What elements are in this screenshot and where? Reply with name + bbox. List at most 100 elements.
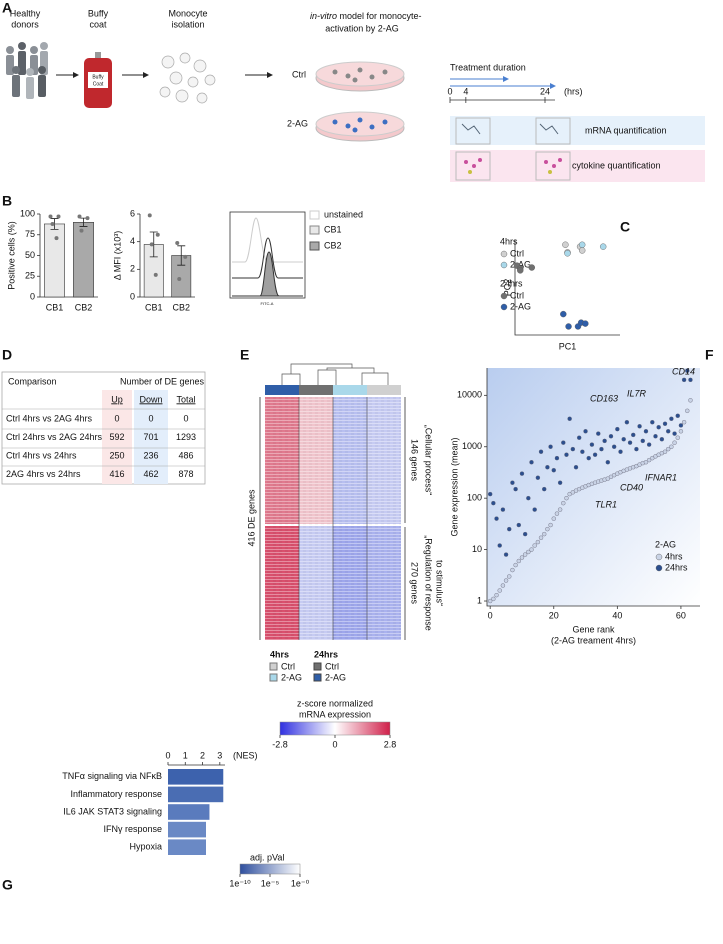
heatmap: 416 DE genes 146 genes „Cellular process…	[246, 363, 445, 640]
legend-label: 4hrs	[665, 551, 683, 561]
data-point	[85, 216, 90, 221]
legend-label: 2-AG	[510, 259, 531, 269]
data-point	[675, 435, 680, 440]
legend-title: 4hrs	[270, 649, 289, 659]
data-point	[582, 320, 589, 327]
data-point	[672, 431, 677, 436]
data-point	[538, 535, 544, 540]
data-point	[500, 583, 506, 588]
tick-label: 1e⁻⁵	[261, 878, 280, 888]
step-label: Healthy	[10, 8, 41, 18]
annotation: IFNAR1	[645, 472, 677, 482]
condition-label: 2-AG	[287, 118, 308, 128]
readout-label: mRNA quantification	[585, 125, 667, 135]
timeline-unit: (hrs)	[564, 86, 583, 96]
data-point	[640, 438, 645, 444]
bar	[73, 222, 94, 298]
y-tick-label: 50	[25, 250, 35, 260]
data-point	[656, 425, 661, 430]
tick-label: 0	[332, 739, 337, 749]
data-point	[175, 241, 180, 246]
cluster-label: 146 genes	[410, 439, 420, 482]
data-point	[666, 446, 671, 452]
data-point	[688, 377, 693, 383]
y-tick-label: IL6 JAK STAT3 signaling	[63, 806, 162, 816]
readout-band	[450, 150, 705, 182]
data-point	[48, 214, 53, 219]
data-point	[564, 495, 569, 501]
heatmap-legend: 4hrs Ctrl 2-AG 24hrs Ctrl 2-AG z-score n…	[269, 649, 391, 736]
data-point	[548, 522, 553, 528]
blood-bag: Buffy Coat	[84, 52, 112, 108]
data-point	[586, 455, 591, 461]
data-point	[631, 432, 636, 438]
data-point	[634, 446, 639, 452]
data-point	[557, 507, 563, 512]
data-point	[646, 457, 652, 463]
table-cell: Ctrl 24hrs vs 2AG 24hrs	[6, 432, 103, 442]
data-point	[545, 465, 550, 470]
data-point	[517, 267, 524, 274]
data-point	[510, 567, 515, 573]
data-point	[653, 434, 658, 439]
data-point	[561, 440, 566, 445]
data-point	[599, 446, 604, 452]
table-header: Comparison	[8, 376, 57, 386]
annotation: CD14	[672, 366, 695, 376]
flow-x-label: FITC-A	[261, 301, 274, 306]
x-tick-label: CB2	[75, 302, 93, 312]
data-point	[513, 486, 518, 492]
y-tick-label: 1	[477, 595, 482, 605]
data-point	[507, 526, 512, 532]
tick-label: -2.8	[272, 739, 288, 749]
data-point	[618, 449, 623, 454]
data-point	[672, 440, 677, 445]
y-tick-label: Inflammatory response	[70, 789, 162, 799]
data-point	[589, 442, 595, 447]
data-point	[678, 429, 684, 434]
flow-legend: CB2	[324, 240, 342, 250]
table-cell: 236	[143, 450, 158, 460]
step-label: isolation	[171, 19, 204, 29]
x-axis-label: (2-AG treament 4hrs)	[551, 635, 636, 645]
row-label: 416 DE genes	[246, 489, 256, 547]
legend-marker	[500, 261, 508, 269]
bar	[168, 786, 224, 803]
data-point	[579, 247, 586, 254]
data-point	[662, 449, 668, 454]
y-tick-label: 4	[130, 236, 135, 246]
data-point	[155, 232, 160, 237]
colorbar	[239, 863, 301, 875]
data-point	[551, 516, 556, 521]
x-tick-label: 20	[549, 610, 559, 620]
data-point	[669, 416, 674, 421]
data-point	[545, 526, 550, 532]
x-tick-label: 3	[217, 750, 222, 760]
table-cell: 1293	[176, 432, 196, 442]
y-axis-label: PC2	[502, 279, 512, 297]
table-cell: 0	[183, 413, 188, 423]
data-point	[535, 539, 541, 545]
x-tick-label: 40	[612, 610, 622, 620]
data-point	[564, 250, 571, 257]
cluster-label: „Regulation of response	[424, 535, 434, 631]
data-point	[487, 598, 493, 604]
cluster-label: to stimulus“	[435, 560, 445, 606]
y-tick-label: 0	[130, 291, 135, 301]
panel-label: D	[2, 347, 12, 363]
colorbar-title: mRNA expression	[299, 709, 371, 719]
annotation: TLR1	[595, 499, 617, 509]
y-tick-label: 25	[25, 271, 35, 281]
data-point	[526, 549, 531, 555]
legend-item: 2-AG	[325, 672, 346, 682]
bar	[168, 804, 210, 820]
x-axis-label: Gene rank	[572, 624, 615, 634]
panel-label: C	[620, 219, 630, 235]
error-bar	[177, 245, 186, 266]
panel-label: F	[705, 347, 714, 363]
data-point	[688, 398, 693, 403]
data-point	[666, 429, 671, 434]
legend-marker	[500, 303, 508, 311]
data-point	[519, 471, 525, 476]
data-point	[510, 480, 515, 485]
